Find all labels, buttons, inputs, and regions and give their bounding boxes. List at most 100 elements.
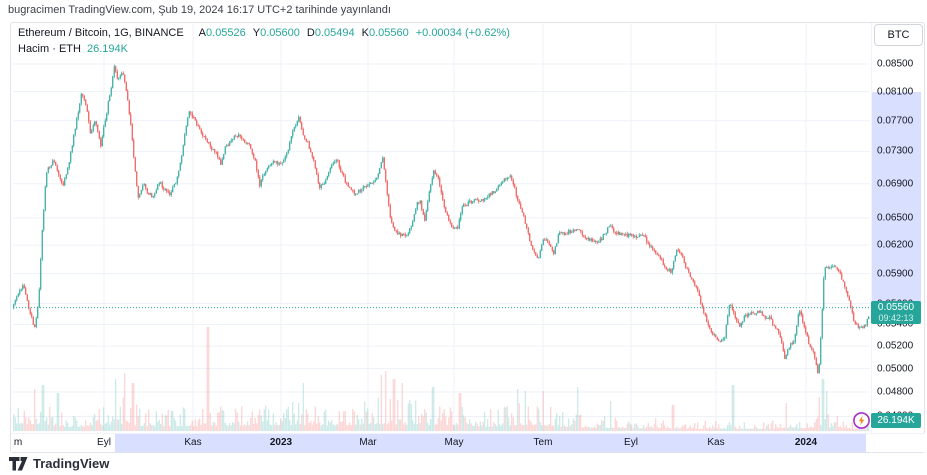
- candle-body: [316, 168, 318, 175]
- candle-body: [107, 101, 109, 114]
- candle-body: [172, 187, 174, 193]
- volume-bar: [286, 409, 288, 431]
- candle-body: [494, 191, 496, 193]
- volume-bar: [581, 427, 583, 431]
- candle-body: [755, 313, 757, 315]
- tradingview-logo-icon: [9, 456, 28, 470]
- volume-bar: [455, 422, 457, 431]
- volume-bar: [638, 428, 640, 431]
- candle-body: [751, 312, 753, 315]
- volume-bar: [685, 424, 687, 431]
- candle-body: [860, 326, 862, 328]
- volume-bar: [16, 423, 18, 431]
- candle-body: [734, 312, 736, 319]
- volume-bar: [779, 423, 781, 431]
- candle-body: [158, 183, 160, 185]
- candle-body: [52, 160, 54, 166]
- volume-bar: [475, 421, 477, 431]
- volume-bar: [772, 420, 774, 431]
- candle-body: [452, 226, 454, 229]
- candle-body: [857, 324, 859, 328]
- volume-bar: [136, 404, 138, 431]
- current-price-badge: 0.05560 09:42:13: [871, 301, 921, 324]
- volume-bar: [482, 421, 484, 431]
- candle-body: [74, 128, 76, 135]
- volume-bar: [730, 425, 732, 431]
- candle-body: [496, 189, 498, 192]
- volume-bar: [44, 420, 46, 431]
- volume-bar: [287, 406, 289, 431]
- volume-bar: [310, 421, 312, 431]
- candle-body: [820, 338, 822, 365]
- volume-bar: [868, 423, 870, 431]
- candle-body: [110, 87, 112, 96]
- volume-bar: [523, 425, 525, 431]
- volume-bar: [193, 425, 195, 431]
- candle-body: [403, 233, 405, 235]
- currency-toggle-button[interactable]: BTC: [874, 24, 923, 46]
- volume-bar: [532, 424, 534, 431]
- time-axis[interactable]: m Eyl Kas 2023 Mar May Tem Eyl Kas 2024: [11, 434, 925, 452]
- close-value: 0.05560: [368, 27, 409, 39]
- candle-body: [743, 315, 745, 322]
- candle-body: [139, 194, 141, 198]
- footer-brand[interactable]: TradingView: [9, 456, 109, 471]
- candle-body: [826, 267, 828, 268]
- lightning-icon[interactable]: [853, 412, 870, 429]
- candle-body: [566, 233, 568, 235]
- volume-bar: [781, 427, 783, 431]
- volume-bar: [748, 428, 750, 431]
- volume-bar: [116, 419, 118, 431]
- candle-body: [461, 206, 463, 214]
- candle-body: [434, 170, 436, 174]
- volume-bar: [319, 422, 321, 431]
- candle-body: [86, 104, 88, 112]
- volume-bar: [670, 428, 672, 431]
- volume-bar: [797, 428, 799, 431]
- symbol-title[interactable]: Ethereum / Bitcoin, 1G, BINANCE: [18, 27, 184, 39]
- volume-bar: [596, 423, 598, 431]
- volume-bar: [562, 412, 564, 431]
- candle-body: [311, 152, 313, 157]
- candle-body: [665, 266, 667, 270]
- candle-body: [475, 199, 477, 201]
- volume-bar: [254, 417, 256, 431]
- volume-bar: [767, 423, 769, 431]
- candle-body: [809, 344, 811, 348]
- volume-bar: [796, 424, 798, 431]
- volume-bar: [145, 413, 147, 431]
- candle-body: [344, 176, 346, 183]
- candle-body: [493, 191, 495, 193]
- volume-bar: [589, 427, 591, 431]
- candle-body: [491, 191, 493, 195]
- volume-bar: [587, 426, 589, 431]
- volume-row[interactable]: Hacim · ETH 26.194K: [18, 42, 510, 56]
- candle-body: [841, 273, 843, 280]
- volume-bar: [755, 427, 757, 431]
- volume-bar: [38, 423, 40, 431]
- candle-body: [221, 159, 223, 165]
- volume-bar: [457, 424, 459, 431]
- candle-body: [572, 229, 574, 232]
- volume-bar: [241, 406, 243, 431]
- volume-bar: [272, 413, 274, 431]
- candle-body: [815, 358, 817, 366]
- volume-bar: [265, 405, 267, 431]
- price-tick-label: 0.07700: [877, 115, 914, 127]
- volume-bar: [448, 417, 450, 431]
- volume-bar: [133, 383, 135, 431]
- volume-bar: [539, 421, 541, 431]
- candle-body: [190, 111, 192, 114]
- volume-bar: [346, 425, 348, 431]
- volume-bar: [127, 421, 129, 431]
- volume-bar: [364, 401, 366, 431]
- volume-bar: [845, 425, 847, 431]
- volume-bar: [736, 428, 738, 431]
- candle-body: [433, 170, 435, 179]
- volume-bar: [751, 428, 753, 431]
- volume-bar: [607, 427, 609, 431]
- volume-bar: [28, 417, 30, 431]
- volume-indicator-label[interactable]: Hacim · ETH: [18, 43, 81, 55]
- symbol-row[interactable]: Ethereum / Bitcoin, 1G, BINANCE A0.05526 Y…: [18, 26, 510, 40]
